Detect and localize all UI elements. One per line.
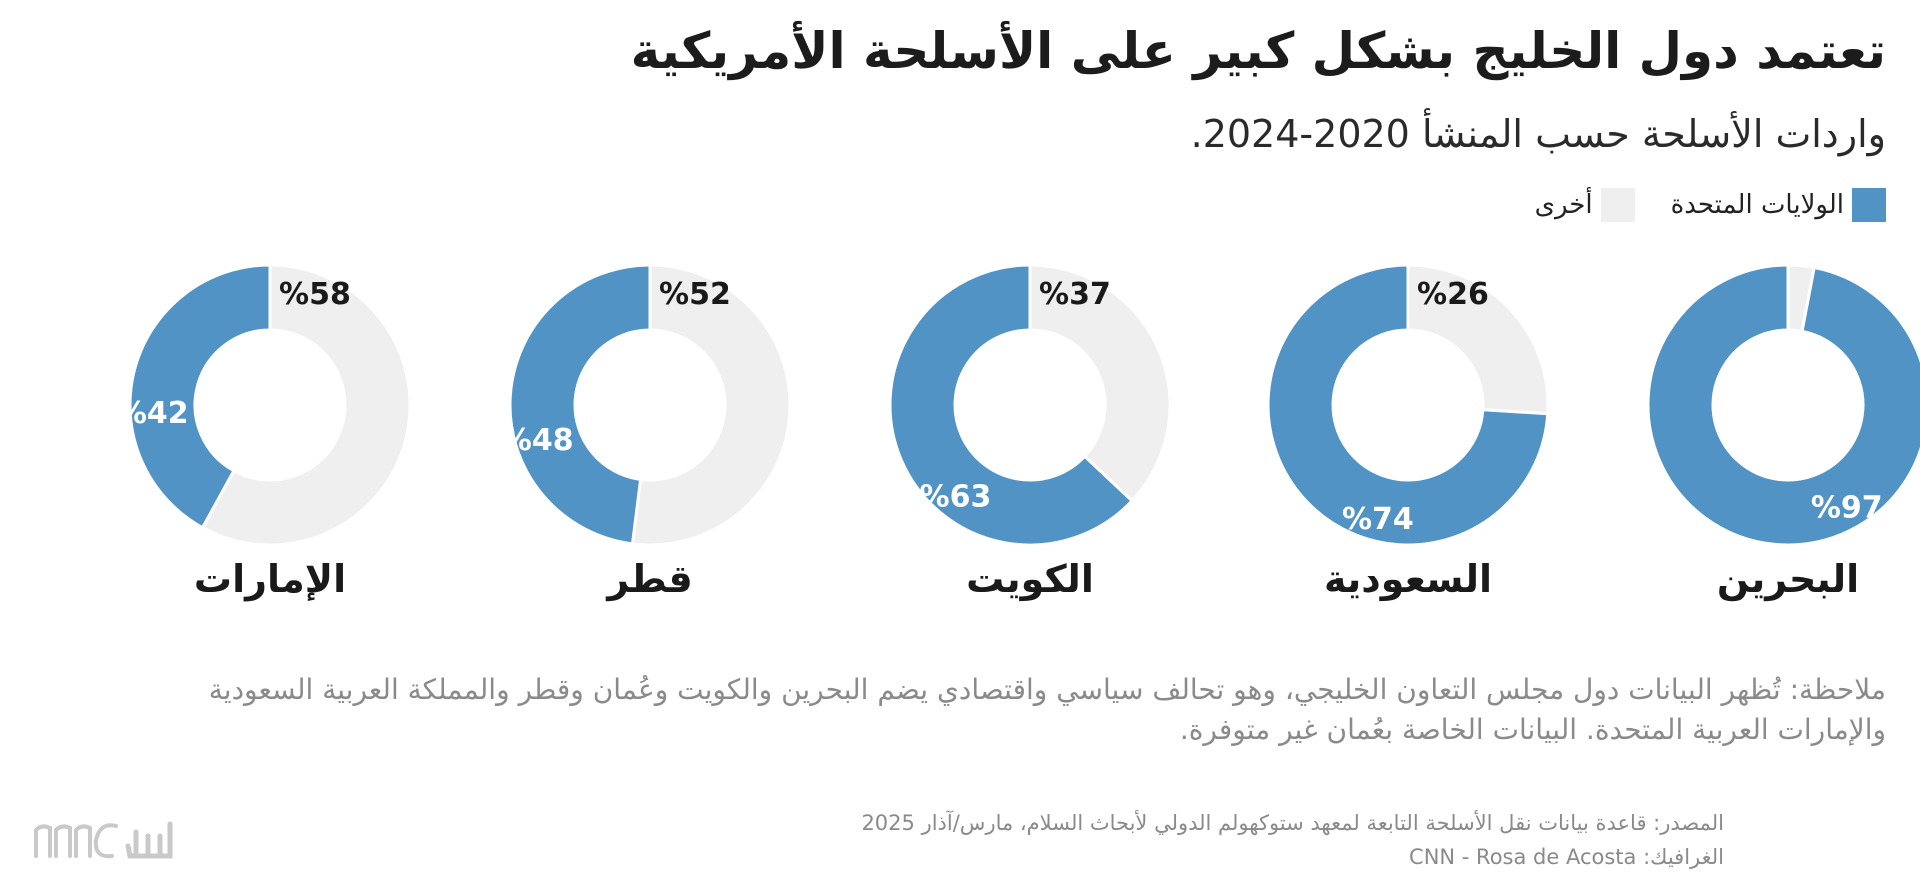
data-label-other: %37 (1039, 277, 1111, 312)
donut-slice-other (1406, 263, 1550, 416)
data-label-us: %63 (920, 479, 992, 514)
legend-swatch-other (1600, 188, 1635, 222)
donut-slice-other (200, 263, 412, 547)
data-label-us: %74 (1342, 502, 1414, 537)
category-label: الكويت (966, 557, 1094, 601)
data-label-other: %52 (659, 277, 731, 312)
data-label-us: %42 (117, 396, 189, 431)
donut-slice-us (508, 263, 652, 546)
legend-swatch-us (1852, 188, 1886, 222)
footnote: ملاحظة: تُظهر البيانات دول مجلس التعاون … (208, 673, 1886, 746)
donut-slice-us (1266, 263, 1550, 547)
legend-item-other: أخرى (1535, 188, 1635, 222)
category-label: الإمارات (194, 557, 346, 601)
donut-slice-us (128, 263, 272, 530)
cnn-arabic-logo (34, 821, 173, 859)
data-label-us: %48 (502, 423, 574, 458)
category-label: السعودية (1324, 557, 1492, 601)
donut-slice-other (630, 263, 792, 547)
legend-label-other: أخرى (1534, 190, 1593, 220)
legend: الولايات المتحدة أخرى (1535, 188, 1886, 222)
data-label-other: %58 (279, 277, 351, 312)
donut-slice-us (888, 263, 1135, 547)
source-line: المصدر: قاعدة بيانات نقل الأسلحة التابعة… (861, 811, 1724, 835)
category-label: قطر (605, 557, 693, 601)
donut-slice-other (1028, 263, 1172, 503)
data-label-other: %26 (1417, 277, 1489, 312)
source-block: المصدر: قاعدة بيانات نقل الأسلحة التابعة… (861, 806, 1724, 874)
chart-title: تعتمد دول الخليج بشكل كبير على الأسلحة ا… (630, 22, 1886, 80)
donut-slice-us (1646, 263, 1920, 547)
graphic-credit: الغرافيك: CNN - Rosa de Acosta (1409, 845, 1724, 869)
chart-subtitle: واردات الأسلحة حسب المنشأ 2020-2024. (1190, 112, 1886, 156)
category-label: البحرين (1717, 557, 1859, 601)
legend-label-us: الولايات المتحدة (1670, 190, 1844, 220)
legend-item-us: الولايات المتحدة (1671, 188, 1886, 222)
data-label-us: %97 (1811, 490, 1883, 525)
